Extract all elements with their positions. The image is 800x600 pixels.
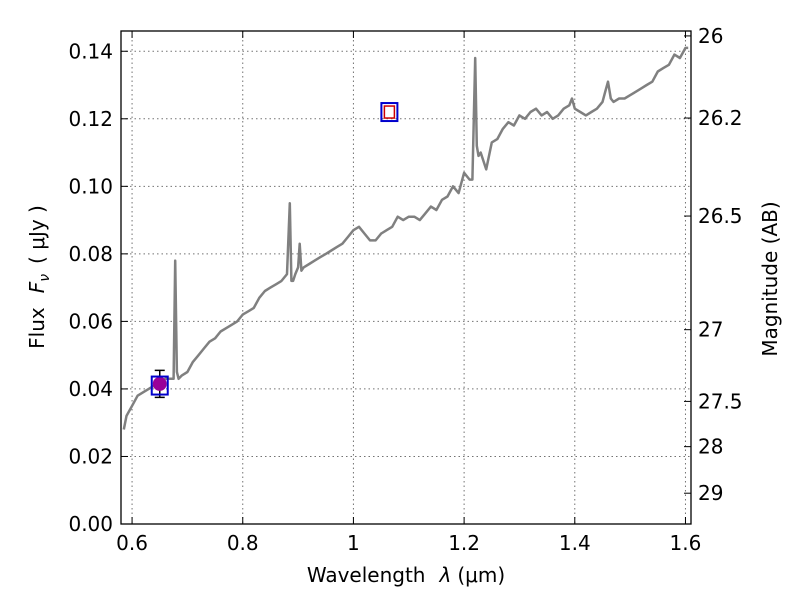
y2-tick-label: 26.2 [698, 106, 743, 130]
x-axis-label-text: Wavelength [307, 563, 426, 587]
grid-lines [121, 31, 691, 525]
model-flux-inner-square [383, 105, 396, 119]
x-tick-label: 1.2 [448, 531, 480, 555]
y-axis-symbol: F [25, 281, 49, 293]
y-tick-label: 0.06 [68, 309, 113, 333]
y2-tick-label: 29 [698, 481, 723, 505]
y-tick-label: 0.12 [68, 107, 113, 131]
x-tick-label: 1 [347, 531, 360, 555]
plot-frame [120, 30, 692, 525]
y-tick-label: 0.08 [68, 242, 113, 266]
y-axis-unit: ( μJy ) [25, 205, 49, 264]
y-axis-symbol-sub: ν [37, 274, 53, 282]
y-axis-ticks: 0.00 0.02 0.04 0.06 0.08 0.10 0.12 0.14 [68, 39, 128, 536]
y-tick-label: 0.04 [68, 377, 113, 401]
y-tick-label: 0.02 [68, 444, 113, 468]
model-flux-square-2 [380, 102, 399, 123]
x-axis-symbol: λ [439, 563, 452, 587]
x-axis-unit: (μm) [457, 563, 505, 587]
y2-axis-label: Magnitude (AB) [758, 201, 782, 356]
y-tick-label: 0.00 [68, 512, 113, 536]
y2-tick-label: 26 [698, 24, 723, 48]
x-axis-label: Wavelength λ (μm) [307, 563, 505, 587]
y2-tick-label: 27.5 [698, 389, 743, 413]
x-tick-label: 0.6 [116, 531, 148, 555]
y2-tick-label: 28 [698, 435, 723, 459]
model-flux-square-1 [150, 375, 169, 396]
y-axis-label-text: Flux [25, 307, 49, 349]
y-tick-label: 0.10 [68, 174, 113, 198]
y-tick-label: 0.14 [68, 39, 113, 63]
x-axis-ticks: 0.6 0.8 1 1.2 1.4 1.6 [116, 31, 701, 555]
spectrum-line-0 [122, 46, 689, 430]
series-layer [122, 46, 689, 430]
observed-flux-point [152, 376, 167, 391]
y2-axis-ticks: 26 26.2 26.5 27 27.5 28 29 [684, 24, 743, 505]
observation-markers [150, 102, 399, 399]
y2-tick-label: 26.5 [698, 204, 743, 228]
y2-tick-label: 27 [698, 318, 723, 342]
x-tick-label: 1.6 [670, 531, 702, 555]
x-tick-label: 0.8 [227, 531, 259, 555]
y-axis-label: Flux Fν ( μJy ) [25, 205, 53, 349]
x-tick-label: 1.4 [559, 531, 591, 555]
